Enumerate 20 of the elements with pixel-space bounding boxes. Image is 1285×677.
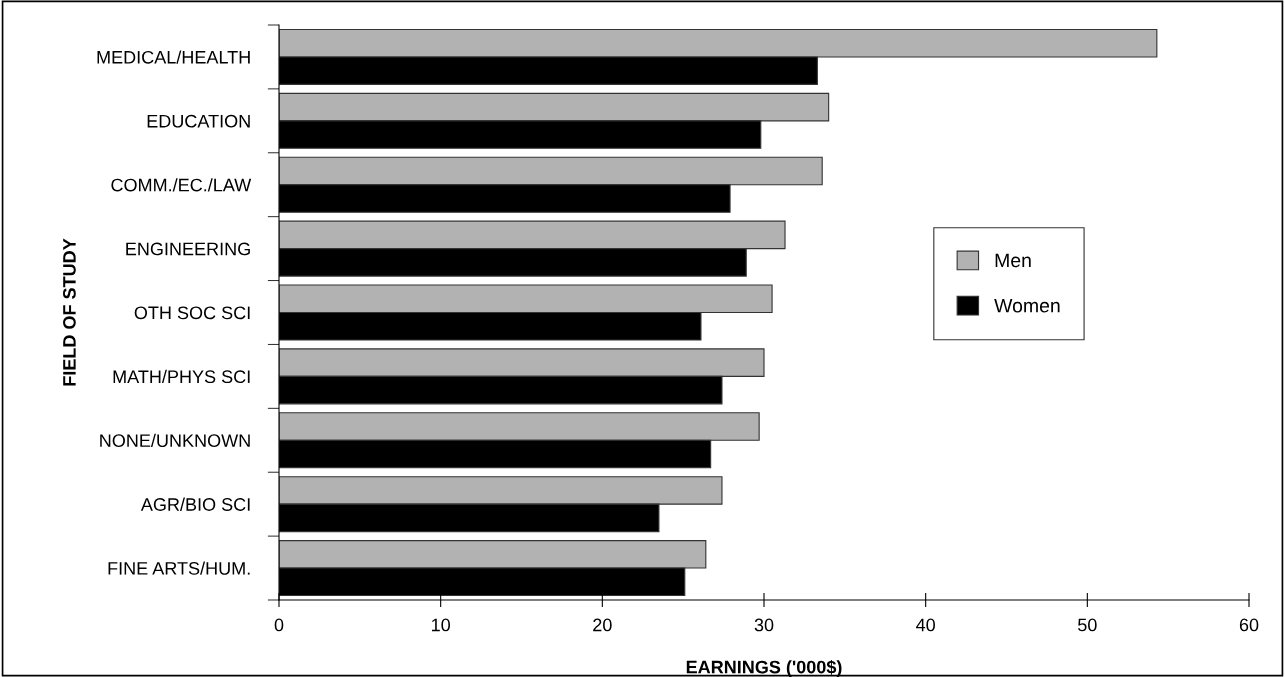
x-tick-label: 50: [1078, 618, 1097, 632]
x-tick-label: 0: [274, 618, 284, 632]
y-tick-label: COMM./EC./LAW: [111, 178, 252, 192]
y-tick-label: MATH/PHYS SCI: [113, 369, 250, 384]
legend-label: Men: [995, 253, 1031, 268]
y-tick-label: FINE ARTS/HUM.: [108, 561, 250, 575]
x-tick-label: 10: [432, 618, 450, 632]
x-axis-title: EARNINGS ('000$): [686, 659, 842, 677]
y-tick-label: NONE/UNKNOWN: [100, 433, 250, 447]
x-tick-label: 60: [1239, 618, 1259, 632]
x-tick-label: 40: [916, 618, 935, 632]
x-tick-label: 30: [754, 618, 774, 632]
x-tick-label: 20: [593, 618, 612, 632]
legend-label: Women: [994, 298, 1060, 313]
y-tick-label: ENGINEERING: [126, 242, 250, 256]
y-tick-label: EDUCATION: [147, 114, 250, 128]
y-tick-label: MEDICAL/HEALTH: [97, 50, 250, 64]
y-axis-title: FIELD OF STUDY: [63, 238, 76, 386]
y-tick-label: OTH SOC SCI: [134, 306, 250, 320]
y-tick-label: AGR/BIO SCI: [140, 497, 250, 511]
